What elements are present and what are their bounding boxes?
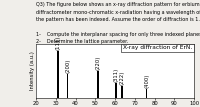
Text: (220): (220) [96, 55, 101, 70]
Text: 1-    Compute the interplanar spacing for only three indexed planes.: 1- Compute the interplanar spacing for o… [36, 32, 200, 37]
Text: diffractometer mono-chromatic x-radiation having a wavelength of 0.15418 nm; eac: diffractometer mono-chromatic x-radiatio… [36, 10, 200, 15]
Bar [67, 74, 68, 98]
Bar [146, 89, 147, 98]
Text: the pattern has been indexed. Assume the order of diffraction is 1.: the pattern has been indexed. Assume the… [36, 17, 200, 22]
Text: (311): (311) [113, 68, 118, 82]
Bar [121, 86, 123, 98]
Bar [57, 51, 59, 98]
Text: X-ray diffraction of ErN.: X-ray diffraction of ErN. [123, 45, 192, 50]
Text: (111): (111) [55, 35, 60, 50]
Text: (400): (400) [144, 74, 149, 88]
Bar [97, 71, 99, 98]
Y-axis label: Intensity (a.u.): Intensity (a.u.) [30, 52, 35, 91]
Text: (222): (222) [119, 70, 124, 85]
Text: (200): (200) [65, 58, 70, 73]
Bar [115, 83, 117, 98]
Text: 2-    Determine the lattice parameter.: 2- Determine the lattice parameter. [36, 39, 128, 44]
Text: Q3) The figure below shows an x-ray diffraction pattern for erbium nitride (ErN): Q3) The figure below shows an x-ray diff… [36, 2, 200, 7]
